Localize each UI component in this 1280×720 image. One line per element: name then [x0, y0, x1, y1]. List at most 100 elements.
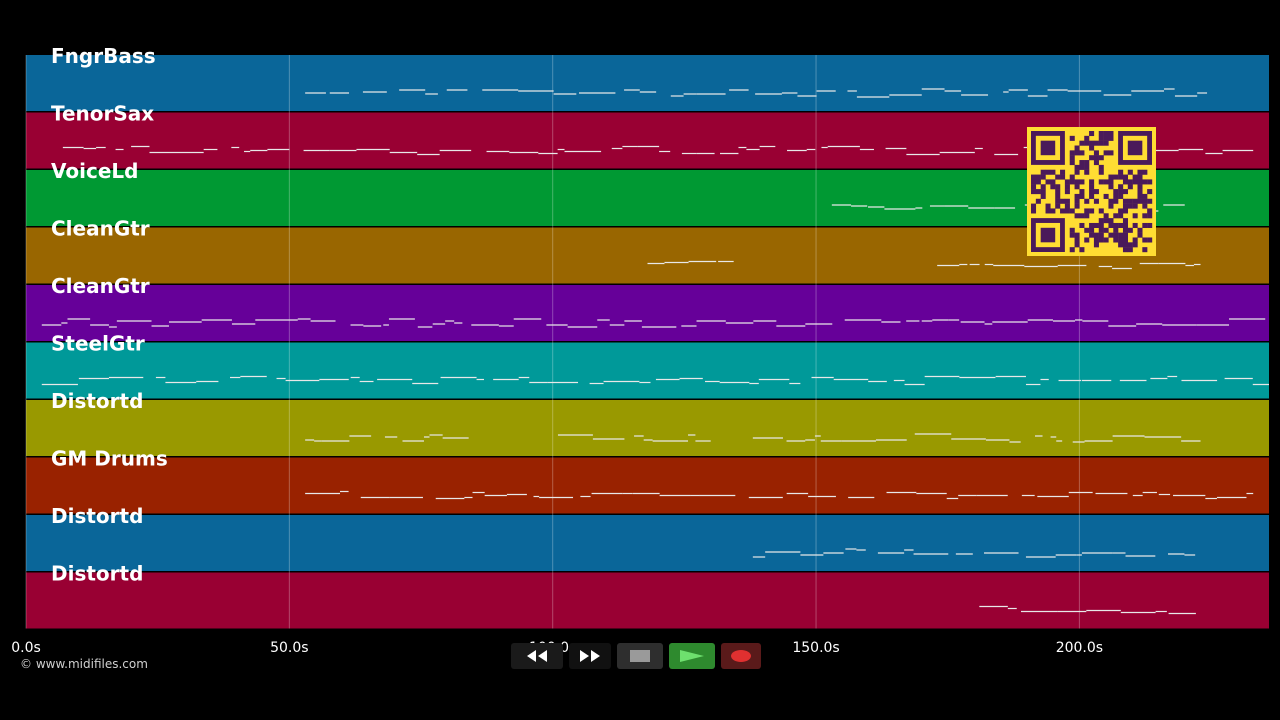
qr-module	[1098, 135, 1104, 141]
qr-module	[1040, 169, 1046, 175]
qr-module	[1127, 179, 1133, 185]
qr-module	[1122, 222, 1128, 228]
track-label: Distortd	[51, 562, 143, 586]
qr-module	[1137, 169, 1143, 175]
qr-module	[1132, 237, 1138, 243]
qr-module	[1074, 203, 1080, 209]
qr-module	[1089, 179, 1095, 185]
qr-module	[1127, 169, 1133, 175]
qr-module	[1098, 131, 1104, 137]
time-grid	[25, 55, 1080, 629]
qr-module	[1137, 174, 1143, 180]
track-lane	[26, 400, 1269, 456]
qr-module	[1122, 232, 1128, 238]
qr-module	[1064, 179, 1070, 185]
qr-module	[1103, 131, 1109, 137]
qr-module	[1079, 160, 1085, 166]
qr-module	[1040, 184, 1046, 190]
time-tick-label: 0.0s	[11, 640, 41, 656]
qr-module	[1060, 208, 1066, 214]
qr-module	[1118, 232, 1124, 238]
qr-module	[1069, 227, 1075, 233]
qr-module	[1103, 193, 1109, 199]
qr-module	[1069, 150, 1075, 156]
play-button[interactable]	[669, 643, 715, 669]
qr-module	[1089, 189, 1095, 195]
qr-module	[1108, 131, 1114, 137]
qr-module	[1118, 237, 1124, 243]
qr-module	[1031, 179, 1037, 185]
qr-module	[1113, 198, 1119, 204]
qr-module	[1122, 203, 1128, 209]
qr-module	[1069, 174, 1075, 180]
qr-module	[1040, 174, 1046, 180]
qr-module	[1118, 189, 1124, 195]
qr-code-overlay[interactable]	[1027, 127, 1156, 256]
record-icon	[731, 650, 751, 662]
qr-module	[1074, 242, 1080, 248]
qr-module	[1064, 203, 1070, 209]
track-label: FngrBass	[51, 44, 156, 68]
time-tick-label: 200.0s	[1056, 640, 1103, 656]
qr-module	[1127, 242, 1133, 248]
qr-module	[1035, 198, 1041, 204]
qr-module	[1147, 222, 1153, 228]
qr-module	[1142, 193, 1148, 199]
qr-module	[1127, 247, 1133, 253]
qr-module	[1074, 145, 1080, 151]
qr-module	[1045, 169, 1051, 175]
qr-module	[1098, 237, 1104, 243]
time-tick-label: 50.0s	[270, 640, 308, 656]
stop-button[interactable]	[617, 643, 663, 669]
qr-module	[1122, 174, 1128, 180]
qr-module	[1045, 208, 1051, 214]
qr-module	[1108, 198, 1114, 204]
qr-module	[1031, 208, 1037, 214]
qr-module	[1142, 213, 1148, 219]
qr-module	[1074, 164, 1080, 170]
qr-module	[1079, 179, 1085, 185]
qr-module	[1122, 189, 1128, 195]
qr-module	[1113, 222, 1119, 228]
qr-module	[1132, 222, 1138, 228]
fast-forward-button[interactable]	[569, 643, 611, 669]
qr-module	[1132, 174, 1138, 180]
qr-module	[1113, 174, 1119, 180]
qr-module	[1084, 135, 1090, 141]
qr-module	[1079, 193, 1085, 199]
qr-module	[1074, 179, 1080, 185]
qr-module	[1103, 140, 1109, 146]
qr-module	[1069, 208, 1075, 214]
qr-finder-core	[1040, 227, 1056, 243]
track-lane	[26, 572, 1269, 629]
qr-module	[1142, 237, 1148, 243]
qr-module	[1122, 242, 1128, 248]
qr-module	[1122, 198, 1128, 204]
track-label: TenorSax	[51, 102, 154, 126]
qr-module	[1050, 208, 1056, 214]
track-lane	[26, 285, 1269, 341]
qr-module	[1084, 169, 1090, 175]
qr-module	[1098, 140, 1104, 146]
qr-module	[1064, 189, 1070, 195]
qr-module	[1113, 213, 1119, 219]
track-label: Distortd	[51, 504, 143, 528]
qr-module	[1060, 198, 1066, 204]
qr-module	[1108, 150, 1114, 156]
qr-module	[1035, 189, 1041, 195]
qr-module	[1132, 213, 1138, 219]
qr-module	[1113, 232, 1119, 238]
qr-module	[1084, 213, 1090, 219]
qr-module	[1108, 184, 1114, 190]
qr-module	[1074, 150, 1080, 156]
qr-finder-core	[1040, 140, 1056, 156]
record-button[interactable]	[721, 643, 761, 669]
qr-module	[1055, 193, 1061, 199]
qr-module	[1031, 184, 1037, 190]
qr-module	[1122, 179, 1128, 185]
rewind-button[interactable]	[511, 643, 563, 669]
qr-module	[1084, 198, 1090, 204]
qr-module	[1118, 213, 1124, 219]
qr-module	[1089, 184, 1095, 190]
